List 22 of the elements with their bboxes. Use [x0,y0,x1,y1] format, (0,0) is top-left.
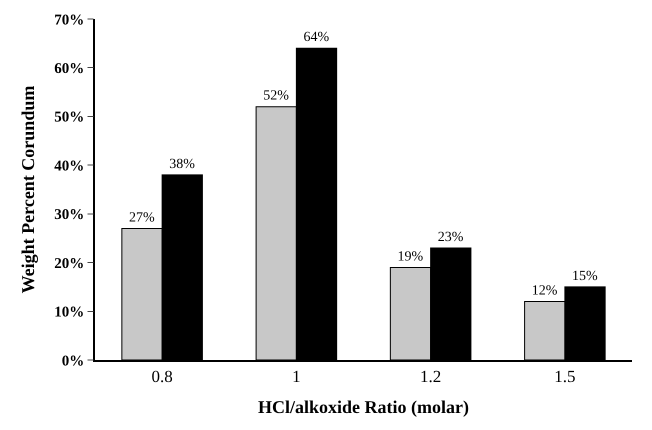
x-tick-label: 0.8 [152,367,173,386]
y-tick-label: 20% [54,256,84,272]
data-label: 38% [169,156,196,172]
data-label: 19% [397,249,424,264]
x-tick-label: 1 [292,367,301,386]
x-tick-label: 1.2 [420,367,442,386]
y-tick-label: 0% [62,353,84,370]
data-label: 27% [128,210,155,226]
y-axis-title: Weight Percent Corundum [18,86,38,294]
x-axis-title: HCl/alkoxide Ratio (molar) [258,396,469,417]
y-tick-label: 10% [54,304,84,321]
data-label: 12% [532,284,558,299]
data-label: 15% [572,268,598,284]
data-label: 23% [438,230,464,245]
y-tick-label: 30% [54,207,84,224]
data-label: 64% [304,30,330,46]
y-tick-label: 50% [54,110,84,126]
y-tick-label: 70% [54,12,84,28]
y-tick-label: 40% [54,158,84,174]
y-tick-label: 60% [54,60,84,77]
data-label: 52% [263,88,290,104]
x-tick-label: 1.5 [554,367,576,386]
